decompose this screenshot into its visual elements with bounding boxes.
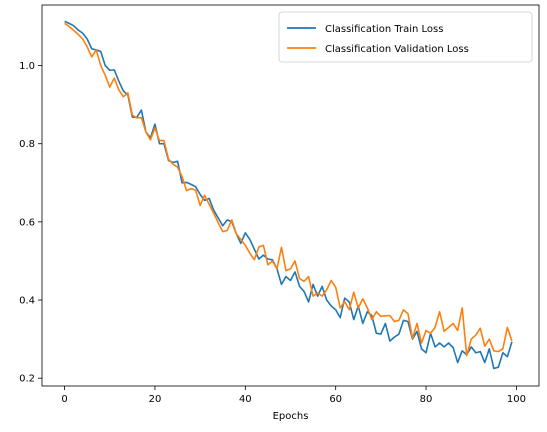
x-axis: 0 20 40 60 80 100 xyxy=(61,386,526,405)
y-tick-label: 0.8 xyxy=(19,139,35,150)
series-line-validation xyxy=(64,22,513,357)
legend: Classification Train Loss Classification… xyxy=(278,11,533,63)
x-tick-label: 80 xyxy=(420,394,433,405)
x-axis-title: Epochs xyxy=(273,411,309,422)
x-tick-label: 40 xyxy=(239,394,252,405)
x-tick-label: 0 xyxy=(61,394,67,405)
legend-box xyxy=(278,11,533,63)
y-axis: 0.2 0.4 0.6 0.8 1.0 xyxy=(19,61,42,385)
x-tick-label: 100 xyxy=(507,394,526,405)
series-layer xyxy=(64,20,513,370)
y-tick-label: 0.2 xyxy=(19,374,35,385)
y-tick-label: 0.6 xyxy=(19,217,35,228)
legend-label-train: Classification Train Loss xyxy=(325,24,443,35)
legend-label-validation: Classification Validation Loss xyxy=(325,44,469,55)
y-tick-label: 0.4 xyxy=(19,296,35,307)
series-line-train xyxy=(64,20,513,370)
x-tick-label: 20 xyxy=(149,394,162,405)
x-tick-label: 60 xyxy=(329,394,342,405)
plot-area xyxy=(42,5,539,386)
plot-frame xyxy=(41,4,540,387)
y-tick-label: 1.0 xyxy=(19,61,35,72)
